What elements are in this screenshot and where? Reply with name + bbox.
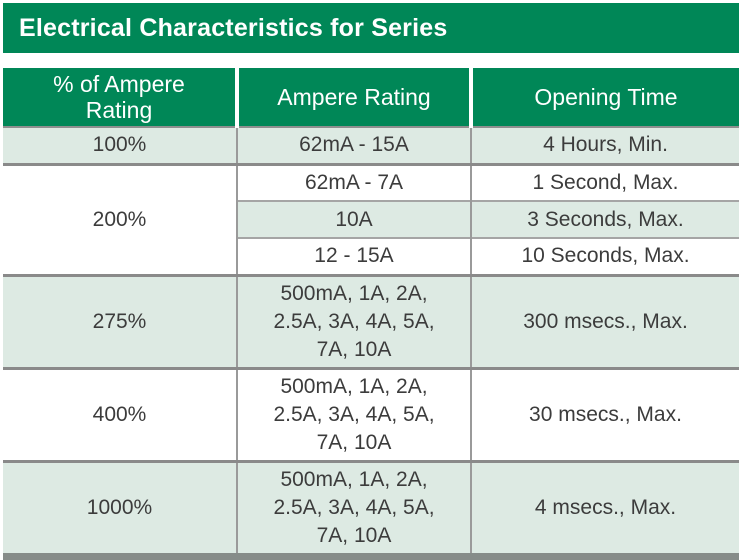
- cell-opening-time: 300 msecs., Max.: [470, 275, 739, 368]
- cell-percent-rating: 400%: [3, 368, 237, 461]
- cell-ampere-rating: 62mA - 15A: [236, 127, 471, 164]
- title-bar: Electrical Characteristics for Series: [3, 3, 739, 53]
- cell-ampere-rating: 500mA, 1A, 2A, 2.5A, 3A, 4A, 5A, 7A, 10A: [236, 275, 471, 368]
- cell-percent-rating: 200%: [3, 164, 237, 275]
- table-body: 100% 62mA - 15A 4 Hours, Min. 200% 62mA …: [3, 127, 739, 556]
- cell-opening-time: 10 Seconds, Max.: [470, 238, 739, 275]
- cell-opening-time: 1 Second, Max.: [470, 164, 739, 201]
- table-header: % of Ampere Rating Ampere Rating Opening…: [3, 68, 739, 127]
- cell-ampere-rating: 10A: [236, 201, 471, 238]
- cell-opening-time: 4 Hours, Min.: [470, 127, 739, 164]
- table-row-200-percent-sub2: 10A 3 Seconds, Max.: [3, 201, 739, 238]
- table-row-275-percent: 275% 500mA, 1A, 2A, 2.5A, 3A, 4A, 5A, 7A…: [3, 275, 739, 368]
- header-row: % of Ampere Rating Ampere Rating Opening…: [3, 68, 739, 127]
- cell-ampere-rating: 500mA, 1A, 2A, 2.5A, 3A, 4A, 5A, 7A, 10A: [236, 461, 471, 556]
- table-row-1000-percent: 1000% 500mA, 1A, 2A, 2.5A, 3A, 4A, 5A, 7…: [3, 461, 739, 556]
- table-row-400-percent: 400% 500mA, 1A, 2A, 2.5A, 3A, 4A, 5A, 7A…: [3, 368, 739, 461]
- cell-percent-rating: 100%: [3, 127, 237, 164]
- table-row-200-percent-sub1: 200% 62mA - 7A 1 Second, Max.: [3, 164, 739, 275]
- cell-ampere-rating: 12 - 15A: [236, 238, 471, 275]
- table-row-200-percent-sub3: 12 - 15A 10 Seconds, Max.: [3, 238, 739, 275]
- cell-opening-time: 30 msecs., Max.: [470, 368, 739, 461]
- cell-percent-rating: 1000%: [3, 461, 237, 556]
- col-header-opening-time: Opening Time: [469, 68, 739, 127]
- col-header-percent-of-ampere-rating: % of Ampere Rating: [3, 68, 237, 127]
- cell-opening-time: 4 msecs., Max.: [470, 461, 739, 556]
- cell-ampere-rating: 500mA, 1A, 2A, 2.5A, 3A, 4A, 5A, 7A, 10A: [236, 368, 471, 461]
- cell-ampere-rating: 62mA - 7A: [236, 164, 471, 201]
- cell-percent-rating: 275%: [3, 275, 237, 368]
- electrical-characteristics-table: % of Ampere Rating Ampere Rating Opening…: [3, 68, 739, 560]
- page-title: Electrical Characteristics for Series: [19, 13, 448, 42]
- cell-opening-time: 3 Seconds, Max.: [470, 201, 739, 238]
- col-header-ampere-rating: Ampere Rating: [235, 68, 471, 127]
- table-row-100-percent: 100% 62mA - 15A 4 Hours, Min.: [3, 127, 739, 164]
